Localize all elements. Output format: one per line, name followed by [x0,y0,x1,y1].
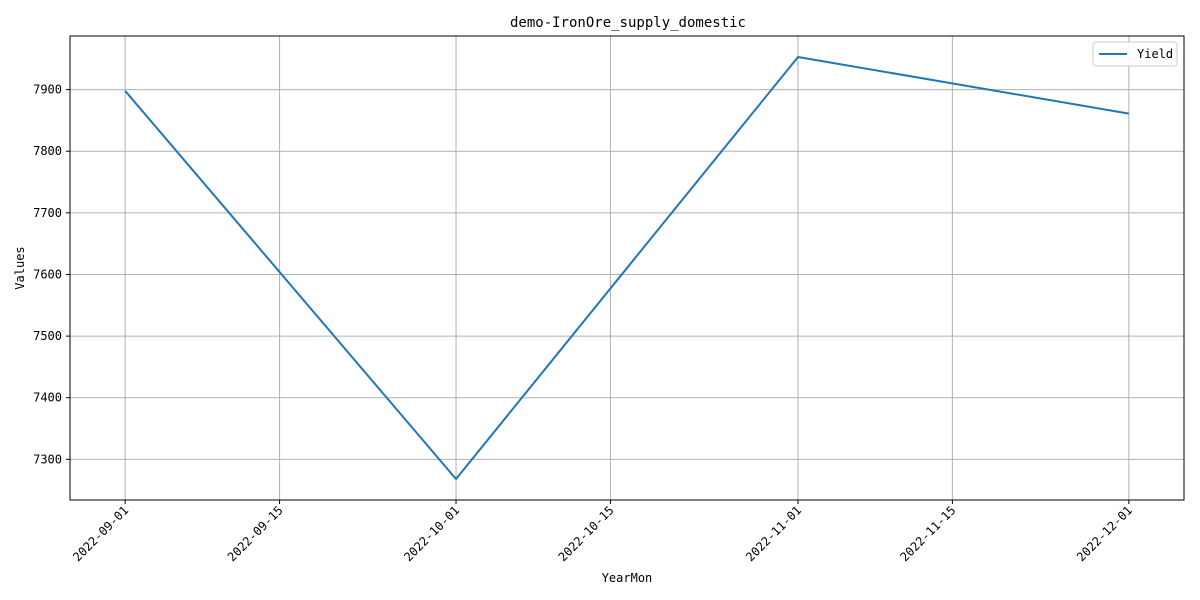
series-lines [124,56,1130,480]
x-axis-title: YearMon [602,571,653,585]
y-tick-label: 7800 [33,144,62,158]
x-tick-label: 2022-10-01 [401,503,462,564]
legend-label: Yield [1137,47,1173,61]
y-tick-label: 7700 [33,206,62,220]
y-tick-label: 7500 [33,329,62,343]
x-tick-label: 2022-11-01 [743,503,804,564]
legend-box [1092,41,1178,67]
y-axis-title: Values [13,246,27,289]
y-tick-label: 7300 [33,452,62,466]
x-tick-label: 2022-11-15 [898,503,959,564]
legend: Yield [1092,41,1178,67]
chart-title: demo-IronOre_supply_domestic [510,15,746,31]
series-line [124,56,1130,480]
axis-ticks: 2022-09-01 2022-09-15 2022-10-01 2022-10-15… [33,83,1135,565]
x-tick-label: 2022-12-01 [1074,503,1135,564]
y-tick-label: 7600 [33,267,62,281]
x-tick-label: 2022-09-01 [70,503,131,564]
x-tick-label: 2022-09-15 [225,503,286,564]
x-tick-label: 2022-10-15 [556,503,617,564]
y-tick-label: 7900 [33,83,62,97]
y-tick-label: 7400 [33,391,62,405]
plot-area-frame [69,35,1185,501]
gridlines [70,36,1184,500]
